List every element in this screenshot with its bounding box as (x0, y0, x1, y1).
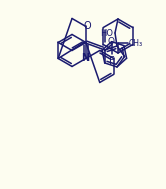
Text: CH₃: CH₃ (129, 39, 143, 47)
Text: O: O (83, 22, 91, 32)
Text: N: N (81, 53, 89, 64)
Text: F: F (109, 56, 114, 66)
Text: HO: HO (100, 29, 113, 37)
Text: O: O (108, 37, 115, 46)
